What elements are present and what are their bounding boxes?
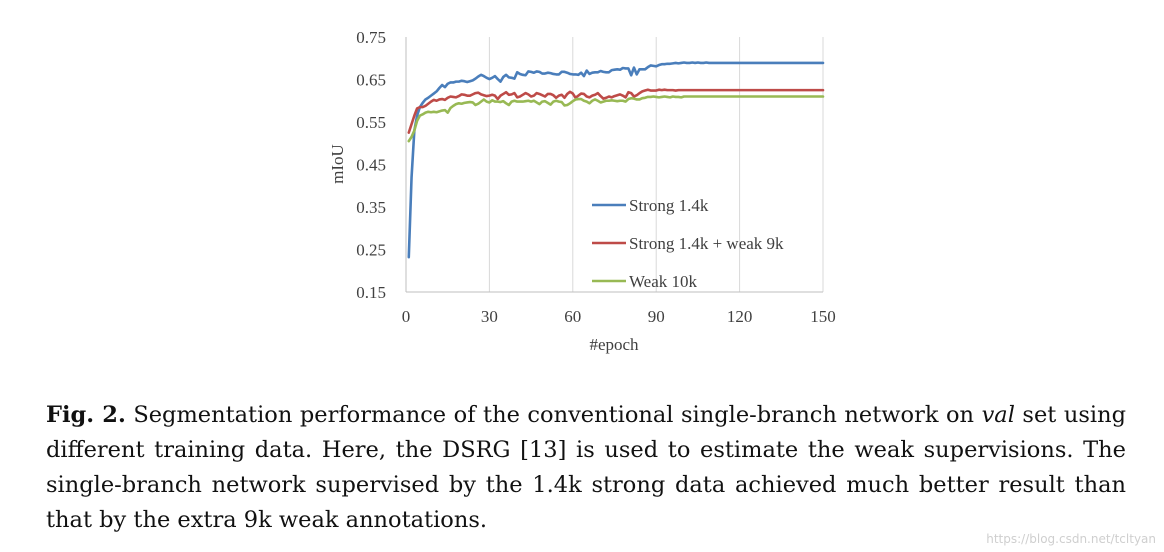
x-tick-label: 0 bbox=[402, 307, 411, 326]
x-tick-label: 120 bbox=[727, 307, 753, 326]
legend-label: Strong 1.4k bbox=[629, 196, 709, 215]
y-tick-label: 0.55 bbox=[356, 113, 386, 132]
series-line-weak-10k bbox=[407, 95, 825, 143]
series-line-strong-1-4k-weak-9k bbox=[407, 88, 825, 134]
y-tick-label: 0.65 bbox=[356, 71, 386, 90]
mIoU-line-chart: 0 30 60 90 120 150 0.75 0.65 0.55 0.45 0.35 0.25 0.1… bbox=[328, 28, 836, 354]
legend: Strong 1.4k Strong 1.4k + weak 9k Weak 10k bbox=[592, 196, 784, 291]
y-tick-label: 0.75 bbox=[356, 28, 386, 47]
axes bbox=[405, 37, 823, 293]
watermark: https://blog.csdn.net/tcltyan bbox=[986, 532, 1156, 546]
x-tick-label: 150 bbox=[810, 307, 836, 326]
y-tick-label: 0.35 bbox=[356, 198, 386, 217]
figure-label: Fig. 2. bbox=[46, 402, 126, 428]
x-tick-label: 60 bbox=[564, 307, 581, 326]
caption-text-2: set using different training data. Here,… bbox=[46, 402, 1126, 533]
legend-label: Weak 10k bbox=[629, 272, 698, 291]
series-line-strong-1-4k bbox=[407, 61, 825, 259]
x-tick-label: 90 bbox=[648, 307, 665, 326]
x-tick-label: 30 bbox=[481, 307, 498, 326]
y-tick-label: 0.45 bbox=[356, 156, 386, 175]
series-lines bbox=[407, 61, 825, 259]
x-axis-label: #epoch bbox=[589, 335, 639, 354]
y-tick-label: 0.25 bbox=[356, 241, 386, 260]
grid-lines bbox=[488, 37, 824, 292]
figure-caption: Fig. 2. Segmentation performance of the … bbox=[46, 398, 1126, 538]
caption-text-1: Segmentation performance of the conventi… bbox=[125, 402, 982, 428]
y-tick-label: 0.15 bbox=[356, 283, 386, 302]
legend-label: Strong 1.4k + weak 9k bbox=[629, 234, 784, 253]
tick-labels: 0 30 60 90 120 150 0.75 0.65 0.55 0.45 0.35 0.25 0.1… bbox=[356, 28, 836, 326]
y-axis-label: mIoU bbox=[328, 144, 347, 184]
caption-italic-val: val bbox=[981, 402, 1015, 428]
